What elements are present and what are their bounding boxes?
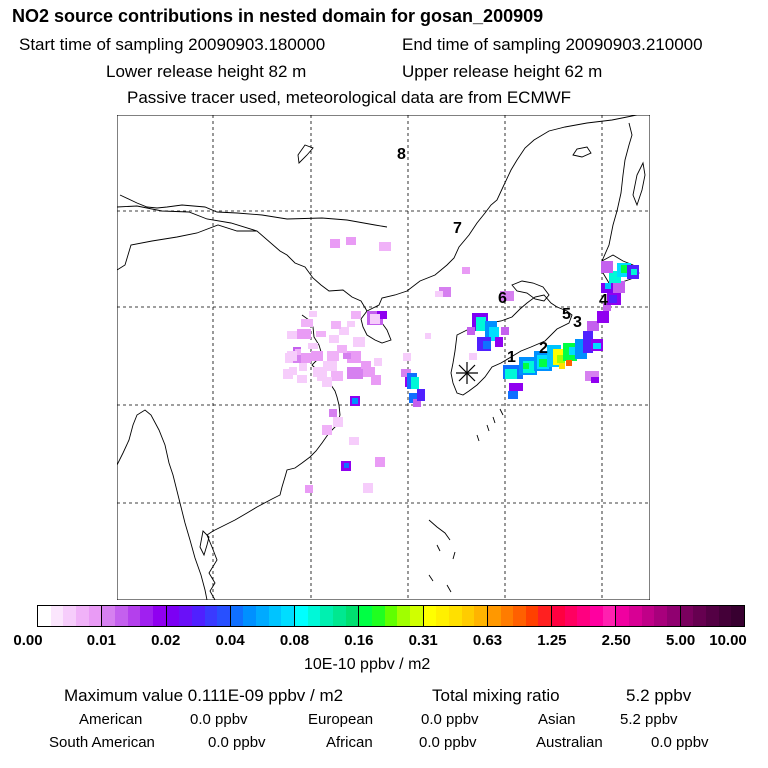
coastlines <box>117 115 646 600</box>
region-label: 4 <box>599 292 608 309</box>
asterisk-icon <box>456 362 478 384</box>
region-label: 5 <box>562 306 571 323</box>
colorbar-tick-label: 10.00 <box>709 632 747 649</box>
colorbar-segment <box>230 606 296 626</box>
colorbar-unit: 10E-10 ppbv / m2 <box>304 656 431 673</box>
colorbar-tick-label: 0.08 <box>279 632 310 649</box>
region-value: 5.2 ppbv <box>620 711 678 728</box>
page-title: NO2 source contributions in nested domai… <box>12 6 544 26</box>
region-label: 1 <box>507 349 516 366</box>
concentration-field <box>283 237 639 493</box>
colorbar-tick-label: 0.04 <box>215 632 245 649</box>
colorbar-tick-label: 0.31 <box>408 632 438 649</box>
start-time-label: Start time of sampling 20090903.180000 <box>19 35 326 54</box>
colorbar-tick-label: 0.01 <box>86 632 116 649</box>
region-name: African <box>326 734 373 751</box>
region-name: Australian <box>536 734 603 751</box>
region-label: 3 <box>573 314 582 331</box>
region-value: 0.0 ppbv <box>419 734 477 751</box>
region-name: Asian <box>538 711 576 728</box>
upper-release-label: Upper release height 62 m <box>402 62 603 81</box>
region-label: 6 <box>498 290 507 307</box>
region-value: 0.0 ppbv <box>208 734 266 751</box>
region-name: American <box>79 711 143 728</box>
colorbar-segment <box>295 606 360 626</box>
region-label: 8 <box>397 146 406 163</box>
colorbar-tick-label: 0.02 <box>151 632 181 649</box>
colorbar-segment <box>102 606 167 626</box>
colorbar-segment <box>616 606 681 626</box>
region-label: 2 <box>539 340 548 357</box>
colorbar-segment <box>680 606 744 626</box>
region-value: 0.0 ppbv <box>651 734 709 751</box>
colorbar-tick-label: 0.16 <box>344 632 374 649</box>
max-value-label: Maximum value 0.111E-09 ppbv / m2 <box>64 686 344 705</box>
region-labels: 8 7 6 5 3 4 1 2 <box>397 146 608 366</box>
region-value: 0.0 ppbv <box>421 711 479 728</box>
colorbar-segment <box>38 606 103 626</box>
colorbar <box>37 605 745 627</box>
colorbar-segment <box>487 606 553 626</box>
colorbar-segment <box>552 606 617 626</box>
colorbar-segment <box>359 606 424 626</box>
method-note: Passive tracer used, meteorological data… <box>127 88 572 107</box>
region-name: South American <box>49 734 155 751</box>
total-mixing-value: 5.2 ppbv <box>626 686 692 705</box>
colorbar-tick-label: 0.63 <box>472 632 503 649</box>
region-name: European <box>308 711 374 728</box>
colorbar-tick-label: 2.50 <box>601 632 631 649</box>
region-label: 7 <box>453 220 462 237</box>
total-mixing-label: Total mixing ratio <box>432 686 560 705</box>
colorbar-tick-label: 1.25 <box>537 632 567 649</box>
colorbar-tick-label: 0.00 <box>13 632 43 649</box>
map-panel: 8 7 6 5 3 4 1 2 <box>117 115 650 600</box>
lower-release-label: Lower release height 82 m <box>106 62 307 81</box>
colorbar-segment <box>166 606 231 626</box>
region-value: 0.0 ppbv <box>190 711 248 728</box>
end-time-label: End time of sampling 20090903.210000 <box>402 35 703 54</box>
colorbar-tick-label: 5.00 <box>666 632 696 649</box>
colorbar-segment <box>423 606 488 626</box>
